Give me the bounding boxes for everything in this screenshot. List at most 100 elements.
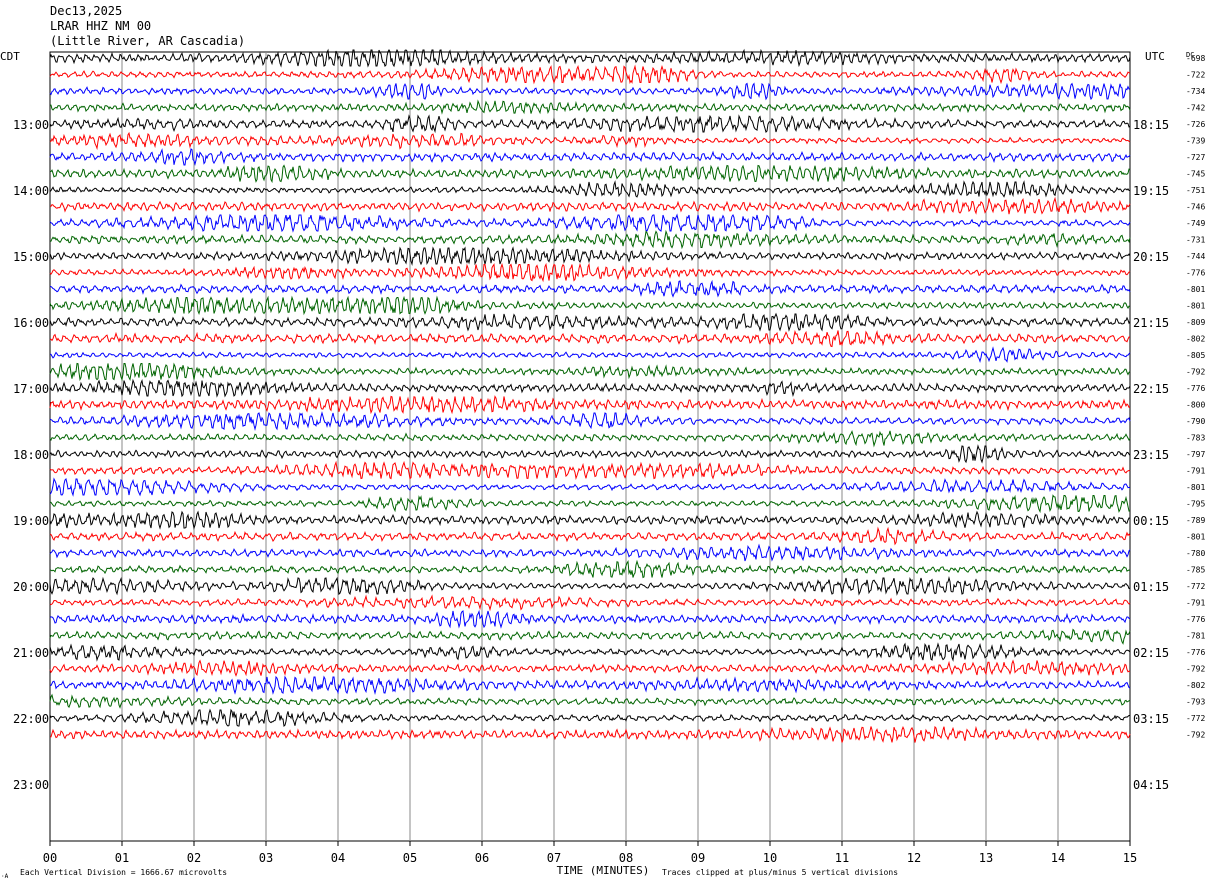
dc-offset-label: -801 — [1186, 285, 1205, 294]
trace-line — [49, 460, 1131, 480]
dc-offset-label: -776 — [1186, 615, 1205, 624]
plot-frame — [49, 51, 1131, 842]
x-tick-label: 10 — [763, 851, 777, 865]
trace-line — [49, 99, 1131, 115]
dc-offset-label: -776 — [1186, 269, 1205, 278]
trace-line — [49, 559, 1131, 579]
dc-offset-label: -726 — [1186, 120, 1205, 129]
right-hour-label: 04:15 — [1133, 778, 1169, 792]
trace-line — [49, 229, 1131, 250]
dc-offset-label: -791 — [1186, 467, 1205, 476]
dc-offset-label: -749 — [1186, 219, 1205, 228]
dc-offset-label: -801 — [1186, 483, 1205, 492]
dc-offset-label: -805 — [1186, 351, 1205, 360]
trace-line — [49, 543, 1131, 562]
left-hour-label: 21:00 — [13, 646, 49, 660]
trace-line — [49, 494, 1131, 514]
trace-line — [49, 329, 1130, 348]
footer-clip-note: Traces clipped at plus/minus 5 vertical … — [662, 868, 898, 877]
x-tick-label: 09 — [691, 851, 705, 865]
right-hour-label: 20:15 — [1133, 250, 1169, 264]
right-hour-label: 00:15 — [1133, 514, 1169, 528]
dc-offset-label: -746 — [1186, 203, 1205, 212]
trace-line — [49, 164, 1131, 184]
trace-line — [50, 725, 1131, 743]
left-hour-label: 19:00 — [13, 514, 49, 528]
trace-line — [49, 131, 1131, 151]
trace-line — [49, 362, 1131, 382]
dc-offset-label: -727 — [1186, 153, 1205, 162]
trace-line — [49, 180, 1131, 198]
dc-offset-label: -792 — [1186, 731, 1205, 740]
dc-offset-label: -792 — [1186, 368, 1205, 377]
footer-scale-note: Each Vertical Division = 1666.67 microvo… — [20, 868, 227, 877]
header-date: Dec13,2025 — [50, 4, 123, 18]
trace-line — [49, 148, 1131, 166]
trace-line — [49, 213, 1131, 233]
dc-offset-label: -801 — [1186, 533, 1205, 542]
x-tick-label: 14 — [1051, 851, 1065, 865]
left-hour-label: 16:00 — [13, 316, 49, 330]
x-tick-label: 02 — [187, 851, 201, 865]
right-hour-label: 02:15 — [1133, 646, 1169, 660]
trace-line — [49, 675, 1131, 695]
dc-offset-label: -802 — [1186, 335, 1205, 344]
trace-line — [49, 48, 1131, 68]
right-hour-label: 23:15 — [1133, 448, 1169, 462]
right-timezone-label: UTC — [1145, 50, 1165, 63]
dc-offset-label: -791 — [1186, 599, 1205, 608]
header-location: (Little River, AR Cascadia) — [50, 34, 246, 48]
trace-line — [49, 114, 1131, 134]
dc-offset-label: -783 — [1186, 434, 1205, 443]
x-tick-label: 01 — [115, 851, 129, 865]
trace-line — [49, 378, 1131, 398]
right-hour-label: 01:15 — [1133, 580, 1169, 594]
trace-line — [49, 708, 1130, 727]
trace-line — [49, 411, 1131, 431]
right-hour-label: 19:15 — [1133, 184, 1169, 198]
left-hour-label: 18:00 — [13, 448, 49, 462]
trace-line — [49, 609, 1131, 629]
x-tick-label: 11 — [835, 851, 849, 865]
trace-line — [49, 64, 1131, 85]
left-hour-label: 23:00 — [13, 778, 49, 792]
trace-line — [49, 576, 1131, 596]
right-hour-label: 21:15 — [1133, 316, 1169, 330]
trace-line — [49, 82, 1131, 101]
dc-header-label: DC — [1186, 51, 1194, 59]
dc-offset-label: -744 — [1186, 252, 1205, 261]
right-hour-label: 03:15 — [1133, 712, 1169, 726]
left-timezone-label: CDT — [0, 50, 20, 63]
header-station: LRAR HHZ NM 00 — [50, 19, 152, 33]
dc-offset-label: -772 — [1186, 714, 1205, 723]
dc-offset-label: -789 — [1186, 516, 1205, 525]
dc-offset-label: -734 — [1186, 87, 1205, 96]
corner-mark: ·A — [1, 873, 9, 880]
x-axis-label: TIME (MINUTES) — [557, 864, 650, 877]
left-hour-label: 15:00 — [13, 250, 49, 264]
trace-line — [49, 312, 1131, 332]
dc-offset-label: -793 — [1186, 698, 1205, 707]
trace-line — [49, 196, 1131, 215]
dc-offset-label: -795 — [1186, 500, 1205, 509]
x-tick-label: 13 — [979, 851, 993, 865]
x-tick-label: 12 — [907, 851, 921, 865]
dc-offset-label: -776 — [1186, 648, 1205, 657]
dc-offset-label: -800 — [1186, 401, 1205, 410]
trace-line — [49, 395, 1131, 415]
dc-offset-label: -790 — [1186, 417, 1205, 426]
dc-offset-label: -801 — [1186, 302, 1205, 311]
x-tick-label: 05 — [403, 851, 417, 865]
dc-offset-label: -785 — [1186, 566, 1205, 575]
x-tick-label: 06 — [475, 851, 489, 865]
dc-offset-label: -698 — [1186, 54, 1205, 63]
trace-line — [49, 659, 1131, 677]
trace-line — [49, 477, 1131, 497]
x-tick-label: 00 — [43, 851, 57, 865]
trace-line — [49, 594, 1131, 612]
dc-offset-label: -731 — [1186, 236, 1205, 245]
trace-line — [49, 444, 1131, 464]
trace-line — [49, 693, 1131, 709]
trace-line — [49, 510, 1131, 530]
